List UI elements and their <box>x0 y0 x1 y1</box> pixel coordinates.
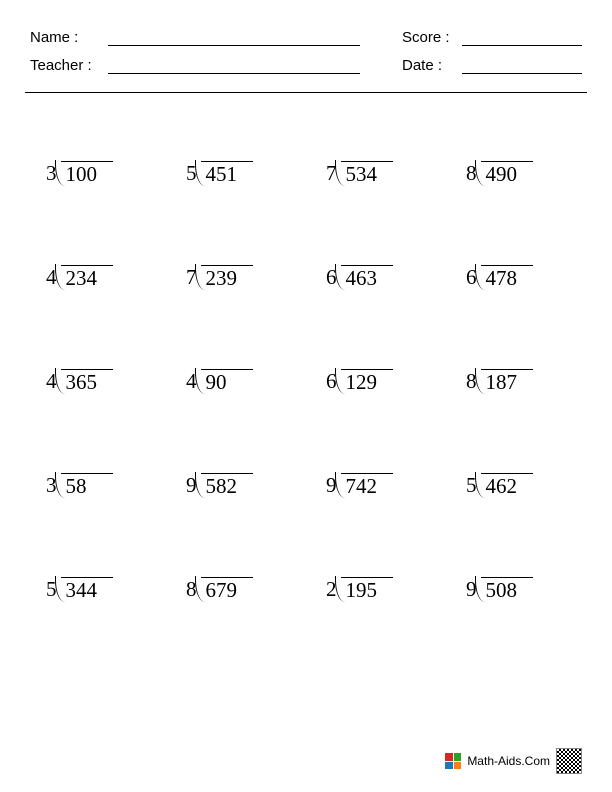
long-division-bracket: 462 <box>481 455 533 499</box>
division-problem: 358 <box>46 455 146 499</box>
long-division-bracket: 679 <box>201 559 253 603</box>
dividend: 129 <box>341 369 393 395</box>
header-left-column: Name : Teacher : <box>30 28 360 84</box>
dividend: 490 <box>481 161 533 187</box>
name-field-row: Name : <box>30 28 360 46</box>
dividend: 365 <box>61 369 113 395</box>
teacher-input-line[interactable] <box>108 56 360 74</box>
dividend: 239 <box>201 265 253 291</box>
division-problem: 7239 <box>186 247 286 291</box>
dividend: 100 <box>61 161 113 187</box>
dividend: 451 <box>201 161 253 187</box>
long-division-bracket: 463 <box>341 247 393 291</box>
header-right-column: Score : Date : <box>402 28 582 84</box>
long-division-bracket: 582 <box>201 455 253 499</box>
problems-grid: 3100 5451 7534 8490 4234 7239 6463 6478 4365 490 6… <box>30 93 582 603</box>
dividend: 90 <box>201 369 253 395</box>
division-problem: 4365 <box>46 351 146 395</box>
division-problem: 8490 <box>466 143 566 187</box>
date-field-row: Date : <box>402 56 582 74</box>
dividend: 742 <box>341 473 393 499</box>
date-label: Date : <box>402 57 462 74</box>
long-division-bracket: 187 <box>481 351 533 395</box>
qr-code-icon <box>556 748 582 774</box>
long-division-bracket: 100 <box>61 143 113 187</box>
division-problem: 9742 <box>326 455 426 499</box>
division-problem: 5462 <box>466 455 566 499</box>
division-problem: 490 <box>186 351 286 395</box>
dividend: 463 <box>341 265 393 291</box>
long-division-bracket: 239 <box>201 247 253 291</box>
dividend: 234 <box>61 265 113 291</box>
long-division-bracket: 58 <box>61 455 113 499</box>
worksheet-header: Name : Teacher : Score : Date : <box>30 28 582 84</box>
long-division-bracket: 478 <box>481 247 533 291</box>
long-division-bracket: 344 <box>61 559 113 603</box>
long-division-bracket: 90 <box>201 351 253 395</box>
division-problem: 6478 <box>466 247 566 291</box>
long-division-bracket: 234 <box>61 247 113 291</box>
score-label: Score : <box>402 29 462 46</box>
teacher-label: Teacher : <box>30 57 108 74</box>
dividend: 187 <box>481 369 533 395</box>
dividend: 462 <box>481 473 533 499</box>
division-problem: 8679 <box>186 559 286 603</box>
long-division-bracket: 451 <box>201 143 253 187</box>
dividend: 478 <box>481 265 533 291</box>
math-aids-icon <box>445 753 461 769</box>
division-problem: 5451 <box>186 143 286 187</box>
score-input-line[interactable] <box>462 28 582 46</box>
division-problem: 9582 <box>186 455 286 499</box>
dividend: 679 <box>201 577 253 603</box>
long-division-bracket: 129 <box>341 351 393 395</box>
division-problem: 6129 <box>326 351 426 395</box>
long-division-bracket: 508 <box>481 559 533 603</box>
long-division-bracket: 534 <box>341 143 393 187</box>
dividend: 344 <box>61 577 113 603</box>
division-problem: 5344 <box>46 559 146 603</box>
long-division-bracket: 742 <box>341 455 393 499</box>
score-field-row: Score : <box>402 28 582 46</box>
division-problem: 7534 <box>326 143 426 187</box>
name-label: Name : <box>30 29 108 46</box>
division-problem: 2195 <box>326 559 426 603</box>
dividend: 195 <box>341 577 393 603</box>
dividend: 582 <box>201 473 253 499</box>
division-problem: 6463 <box>326 247 426 291</box>
dividend: 508 <box>481 577 533 603</box>
long-division-bracket: 195 <box>341 559 393 603</box>
division-problem: 4234 <box>46 247 146 291</box>
division-problem: 3100 <box>46 143 146 187</box>
dividend: 534 <box>341 161 393 187</box>
footer: Math-Aids.Com <box>445 748 582 774</box>
teacher-field-row: Teacher : <box>30 56 360 74</box>
long-division-bracket: 490 <box>481 143 533 187</box>
date-input-line[interactable] <box>462 56 582 74</box>
footer-site-text: Math-Aids.Com <box>467 754 550 768</box>
long-division-bracket: 365 <box>61 351 113 395</box>
division-problem: 8187 <box>466 351 566 395</box>
name-input-line[interactable] <box>108 28 360 46</box>
division-problem: 9508 <box>466 559 566 603</box>
dividend: 58 <box>61 473 113 499</box>
